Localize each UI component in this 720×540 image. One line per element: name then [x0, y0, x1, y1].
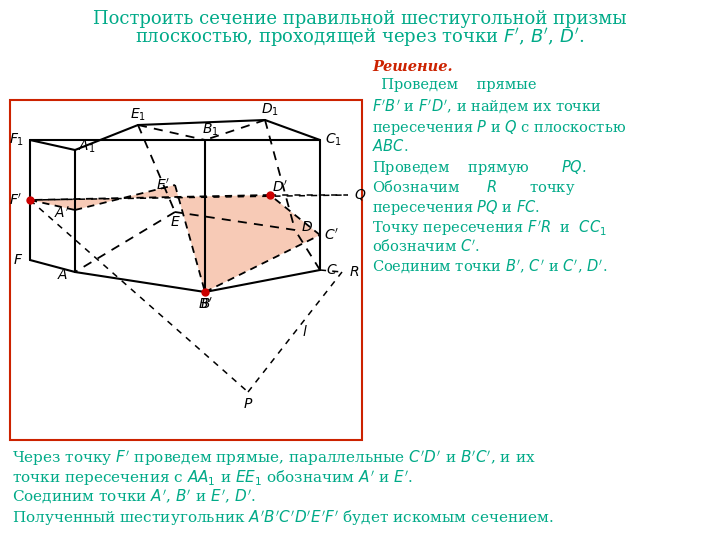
Text: $B_1$: $B_1$	[202, 122, 218, 138]
Text: $C'$: $C'$	[325, 227, 340, 242]
Text: обозначим $C'$.: обозначим $C'$.	[372, 238, 480, 254]
Text: плоскостью, проходящей через точки $F'$, $B'$, $D'$.: плоскостью, проходящей через точки $F'$,…	[135, 26, 585, 49]
Text: $F'B'$ и $F'D'$, и найдем их точки: $F'B'$ и $F'D'$, и найдем их точки	[372, 98, 602, 116]
Text: Точку пересечения $F'R$  и  $CC_1$: Точку пересечения $F'R$ и $CC_1$	[372, 218, 607, 238]
Text: Полученный шестиугольник $A'B'C'D'E'F'$ будет искомым сечением.: Полученный шестиугольник $A'B'C'D'E'F'$ …	[12, 508, 554, 528]
Text: $E$: $E$	[170, 215, 181, 229]
Polygon shape	[30, 185, 320, 292]
Text: пересечения $PQ$ и $FC$.: пересечения $PQ$ и $FC$.	[372, 198, 540, 217]
Text: Проведем    прямую       $PQ$.: Проведем прямую $PQ$.	[372, 158, 587, 177]
Text: $D_1$: $D_1$	[261, 102, 279, 118]
Text: Проведем    прямые: Проведем прямые	[372, 78, 536, 92]
Text: $C_1$: $C_1$	[325, 132, 341, 148]
Text: $A_1$: $A_1$	[78, 139, 96, 155]
Text: $D'$: $D'$	[272, 179, 288, 194]
Text: $F'$: $F'$	[9, 192, 23, 207]
Text: Решение.: Решение.	[372, 60, 453, 74]
Text: $P$: $P$	[243, 397, 253, 411]
Text: точки пересечения с $AA_1$ и $EE_1$ обозначим $A'$ и $E'$.: точки пересечения с $AA_1$ и $EE_1$ обоз…	[12, 468, 413, 488]
Text: $C$: $C$	[326, 263, 338, 277]
Text: $B'$: $B'$	[197, 296, 212, 312]
Text: $ABC$.: $ABC$.	[372, 138, 408, 154]
Text: Обозначим      $R$       точку: Обозначим $R$ точку	[372, 178, 575, 197]
Text: $R$: $R$	[348, 265, 359, 279]
Text: $D$: $D$	[301, 220, 313, 234]
Text: $E_1$: $E_1$	[130, 107, 146, 123]
Bar	[10, 100, 362, 440]
Text: $Q$: $Q$	[354, 187, 366, 202]
Text: $l$: $l$	[302, 325, 308, 340]
Text: Построить сечение правильной шестиугольной призмы: Построить сечение правильной шестиугольн…	[93, 10, 627, 28]
Text: Через точку $F'$ проведем прямые, параллельные $C'D'$ и $B'C'$, и их: Через точку $F'$ проведем прямые, паралл…	[12, 448, 536, 468]
Text: $E'$: $E'$	[156, 178, 170, 193]
Text: Соединим точки $A'$, $B'$ и $E'$, $D'$.: Соединим точки $A'$, $B'$ и $E'$, $D'$.	[12, 488, 256, 506]
Text: Соединим точки $B'$, $C'$ и $C'$, $D'$.: Соединим точки $B'$, $C'$ и $C'$, $D'$.	[372, 258, 607, 276]
Text: пересечения $P$ и $Q$ с плоскостью: пересечения $P$ и $Q$ с плоскостью	[372, 118, 626, 137]
Text: $A'$: $A'$	[54, 205, 70, 221]
Text: $F$: $F$	[13, 253, 23, 267]
Text: $F_1$: $F_1$	[9, 132, 24, 148]
Text: $B$: $B$	[199, 297, 210, 311]
Text: $A$: $A$	[58, 268, 68, 282]
